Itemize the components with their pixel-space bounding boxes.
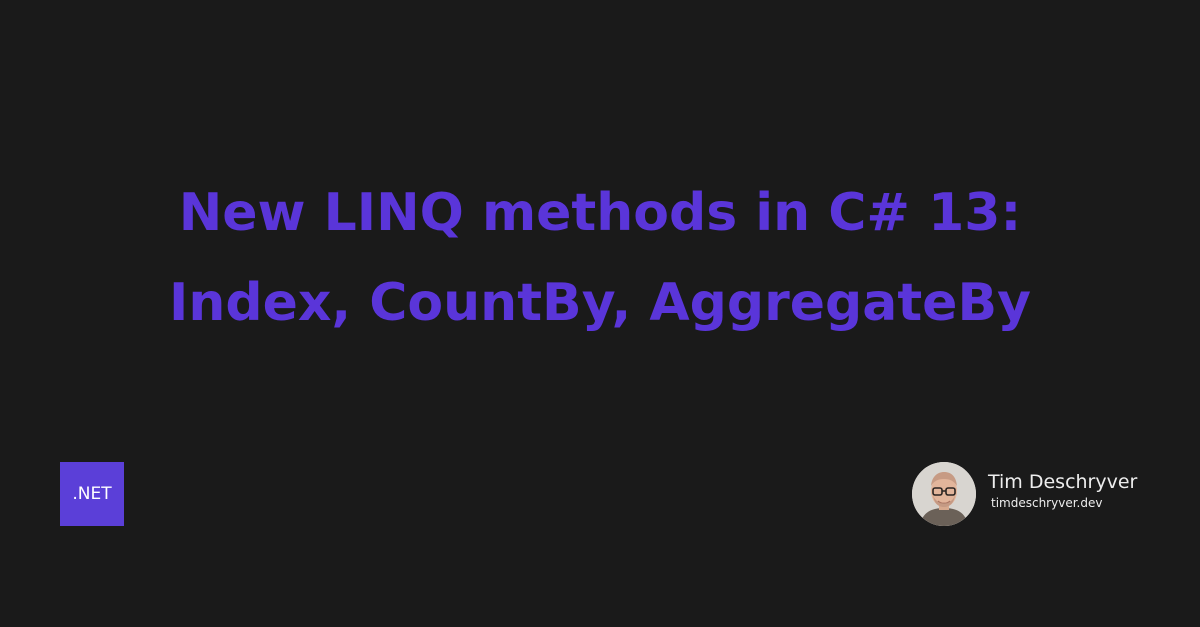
author-website: timdeschryver.dev bbox=[991, 496, 1103, 510]
dotnet-badge: .NET bbox=[60, 462, 124, 526]
title-line-1: New LINQ methods in C# 13: bbox=[178, 183, 1022, 243]
page-title: New LINQ methods in C# 13: Index, CountB… bbox=[0, 168, 1200, 348]
title-line-2: Index, CountBy, AggregateBy bbox=[169, 273, 1031, 333]
author-text: Tim Deschryver timdeschryver.dev bbox=[988, 469, 1137, 511]
dotnet-badge-label: .NET bbox=[72, 484, 112, 504]
author-block: Tim Deschryver timdeschryver.dev bbox=[912, 462, 1137, 526]
author-avatar bbox=[912, 462, 976, 526]
avatar-portrait-icon bbox=[912, 462, 976, 526]
author-name: Tim Deschryver bbox=[988, 471, 1138, 493]
